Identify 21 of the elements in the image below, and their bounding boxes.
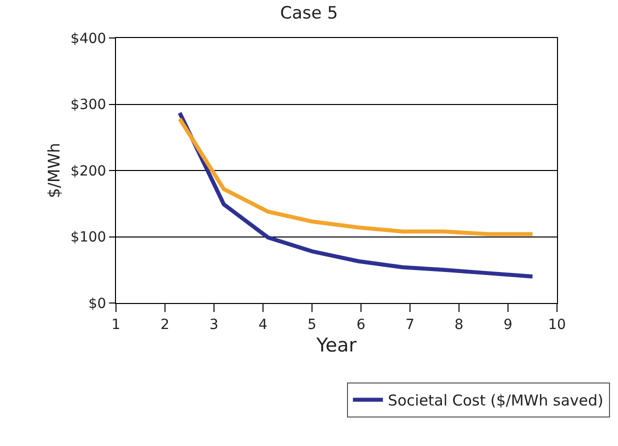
x-tick-label: 5 <box>308 316 316 333</box>
y-tick-label: $400 <box>70 30 106 47</box>
x-tick-label: 1 <box>112 316 120 333</box>
x-tick-label: 8 <box>454 316 464 333</box>
x-tick-label: 10 <box>548 316 566 333</box>
legend-label: Societal Cost ($/MWh saved) <box>388 392 604 410</box>
line-series <box>178 110 534 278</box>
y-tick-label: $200 <box>70 163 106 180</box>
x-axis-title: Year <box>315 334 357 357</box>
x-tick-label: 6 <box>356 316 366 333</box>
y-tick-label: $100 <box>70 230 106 246</box>
x-tick-label: 2 <box>160 316 170 333</box>
y-tick-label: $0 <box>88 296 106 312</box>
y-axis-title: $/MWh <box>44 142 64 198</box>
x-tick-label: 7 <box>406 316 414 333</box>
y-tick-label: $300 <box>70 97 106 114</box>
x-tick-label: 3 <box>210 316 218 333</box>
line-series <box>178 116 534 236</box>
chart-title: Case 5 <box>280 4 338 24</box>
x-tick-label: 4 <box>258 316 268 333</box>
x-tick-label: 9 <box>504 316 512 333</box>
